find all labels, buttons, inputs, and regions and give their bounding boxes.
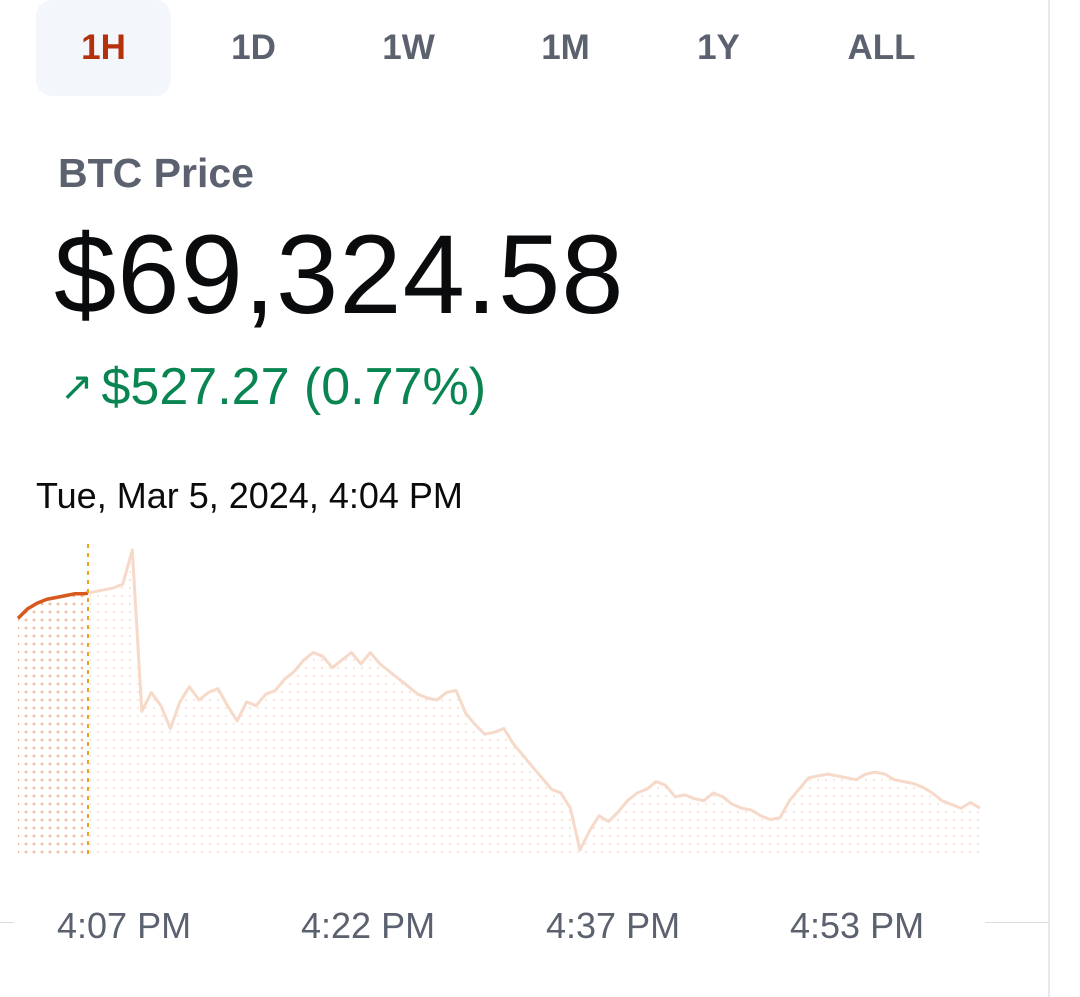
tab-1m[interactable]: 1M (541, 28, 590, 67)
x-axis-line-left (0, 922, 14, 923)
tab-1y[interactable]: 1Y (697, 28, 740, 67)
panel-divider (1048, 0, 1050, 997)
tab-1w[interactable]: 1W (382, 28, 435, 67)
x-tick-label: 4:53 PM (790, 905, 925, 946)
hover-timestamp: Tue, Mar 5, 2024, 4:04 PM (36, 475, 463, 516)
chart-area-inactive (88, 550, 980, 858)
price-change-text: $527.27 (0.77%) (101, 358, 487, 416)
range-tabs: 1H 1D 1W 1M 1Y ALL (36, 0, 996, 96)
tab-1d[interactable]: 1D (231, 28, 276, 67)
tab-all[interactable]: ALL (847, 28, 916, 67)
price-value: $69,324.58 (54, 212, 625, 337)
price-change: ↗ $527.27 (0.77%) (60, 356, 486, 418)
x-tick-label: 4:37 PM (546, 905, 681, 946)
tab-1h[interactable]: 1H (36, 0, 171, 96)
chart-line-inactive (88, 548, 981, 852)
chart-area-active (18, 593, 88, 858)
arrow-up-right-icon: ↗ (60, 365, 94, 409)
x-tick-label: 4:07 PM (57, 905, 192, 946)
price-chart[interactable] (0, 530, 1000, 870)
x-axis-line-right (985, 922, 1049, 923)
asset-label: BTC Price (58, 150, 254, 196)
x-tick-label: 4:22 PM (301, 905, 436, 946)
